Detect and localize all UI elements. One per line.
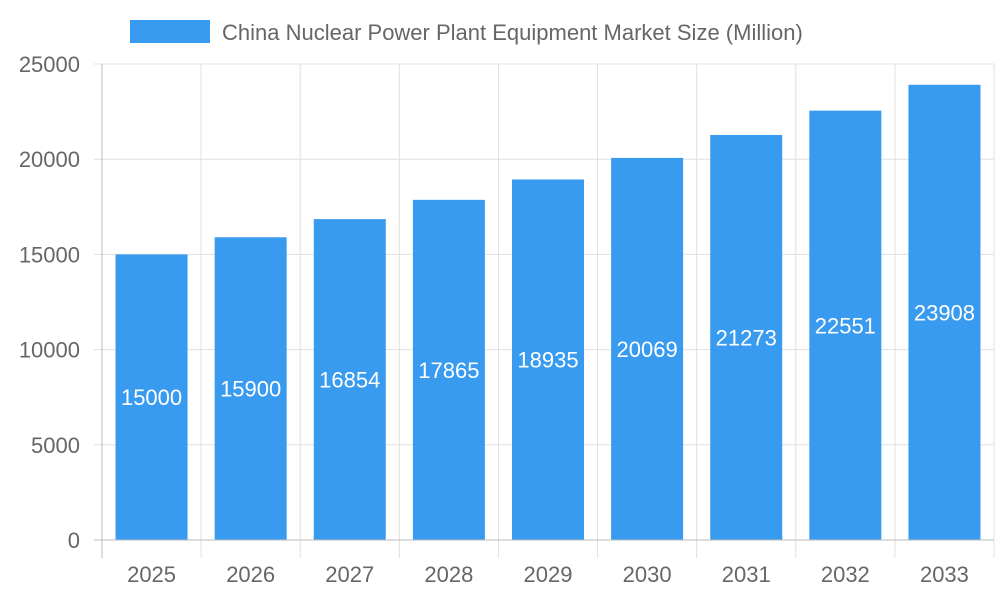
data-label: 23908 xyxy=(914,300,975,325)
bars: 15000 15900 16854 17865 18935 20069 21273 22551… xyxy=(115,84,981,541)
x-tick-label: 2025 xyxy=(127,562,176,587)
bar-2028 xyxy=(412,199,485,540)
data-label: 15900 xyxy=(220,377,281,402)
y-tick-label: 0 xyxy=(68,528,80,553)
data-label: 18935 xyxy=(517,348,578,373)
bar-2032 xyxy=(809,110,882,540)
axes: 0 5000 10000 15000 20000 25000 2025 2026 2027 202… xyxy=(19,52,994,587)
bar-2031 xyxy=(710,134,783,540)
bar-2033 xyxy=(908,84,981,540)
x-tick-label: 2031 xyxy=(722,562,771,587)
x-tick-label: 2032 xyxy=(821,562,870,587)
bar-2026 xyxy=(214,237,287,540)
y-tick-label: 20000 xyxy=(19,147,80,172)
x-tick-label: 2030 xyxy=(623,562,672,587)
data-label: 16854 xyxy=(319,368,380,393)
bar-2030 xyxy=(611,157,684,541)
y-tick-label: 15000 xyxy=(19,242,80,267)
data-label: 15000 xyxy=(121,385,182,410)
data-label: 22551 xyxy=(815,313,876,338)
x-tick-label: 2028 xyxy=(424,562,473,587)
legend-label: China Nuclear Power Plant Equipment Mark… xyxy=(222,20,803,45)
x-tick-label: 2027 xyxy=(325,562,374,587)
data-label: 20069 xyxy=(617,337,678,362)
legend-swatch xyxy=(130,20,210,43)
y-tick-label: 5000 xyxy=(31,433,80,458)
x-tick-label: 2026 xyxy=(226,562,275,587)
x-tick-label: 2033 xyxy=(920,562,969,587)
y-tick-label: 10000 xyxy=(19,338,80,363)
bar-2029 xyxy=(512,179,584,540)
bar-2027 xyxy=(313,219,386,540)
legend[interactable]: China Nuclear Power Plant Equipment Mark… xyxy=(130,20,803,45)
y-tick-label: 25000 xyxy=(19,52,80,77)
grid xyxy=(94,63,995,558)
bar-2025 xyxy=(115,254,188,540)
data-label: 17865 xyxy=(418,358,479,383)
x-tick-label: 2029 xyxy=(524,562,573,587)
data-label: 21273 xyxy=(716,325,777,350)
